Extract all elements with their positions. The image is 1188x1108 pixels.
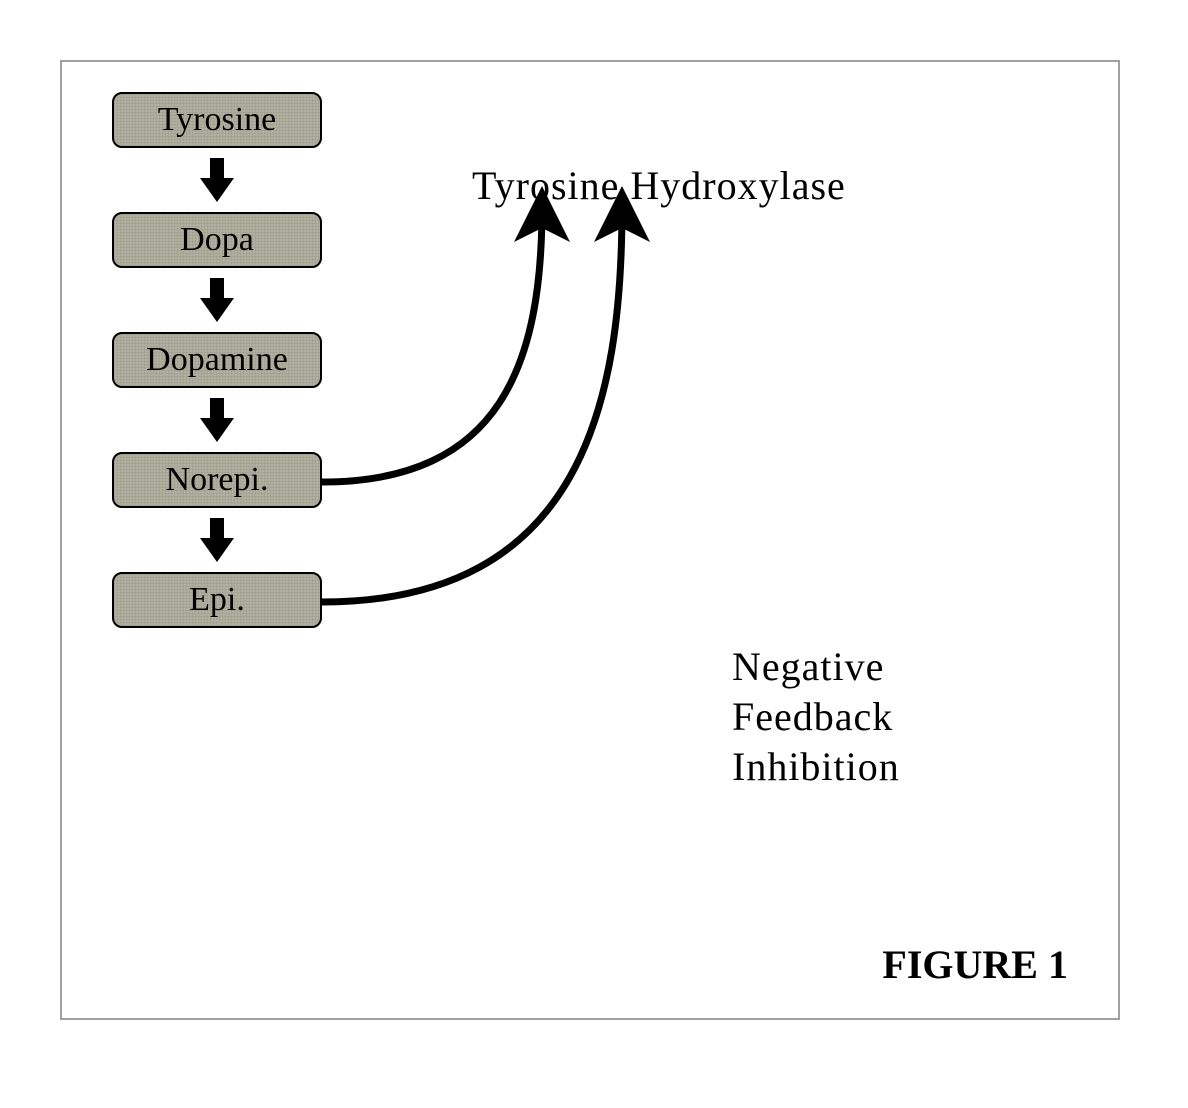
node-label: Epi. — [189, 581, 245, 619]
down-arrow-icon — [112, 148, 322, 212]
down-arrow-icon — [112, 508, 322, 572]
down-arrow-icon — [112, 388, 322, 452]
node-norepi: Norepi. — [112, 452, 322, 508]
feedback-label: Negative Feedback Inhibition — [732, 642, 900, 792]
down-arrow-icon — [112, 268, 322, 332]
diagram-frame: Tyrosine Dopa Dopamine — [60, 60, 1120, 1020]
node-label: Tyrosine — [158, 101, 277, 139]
node-epi: Epi. — [112, 572, 322, 628]
node-label: Norepi. — [166, 461, 269, 499]
enzyme-label: Tyrosine Hydroxylase — [472, 162, 846, 209]
figure-caption: FIGURE 1 — [882, 941, 1068, 988]
feedback-label-line: Inhibition — [732, 742, 900, 792]
feedback-label-line: Negative — [732, 642, 900, 692]
node-label: Dopa — [180, 221, 254, 259]
pathway-column: Tyrosine Dopa Dopamine — [102, 92, 402, 628]
node-tyrosine: Tyrosine — [112, 92, 322, 148]
node-dopamine: Dopamine — [112, 332, 322, 388]
node-label: Dopamine — [146, 341, 288, 379]
node-dopa: Dopa — [112, 212, 322, 268]
feedback-label-line: Feedback — [732, 692, 900, 742]
